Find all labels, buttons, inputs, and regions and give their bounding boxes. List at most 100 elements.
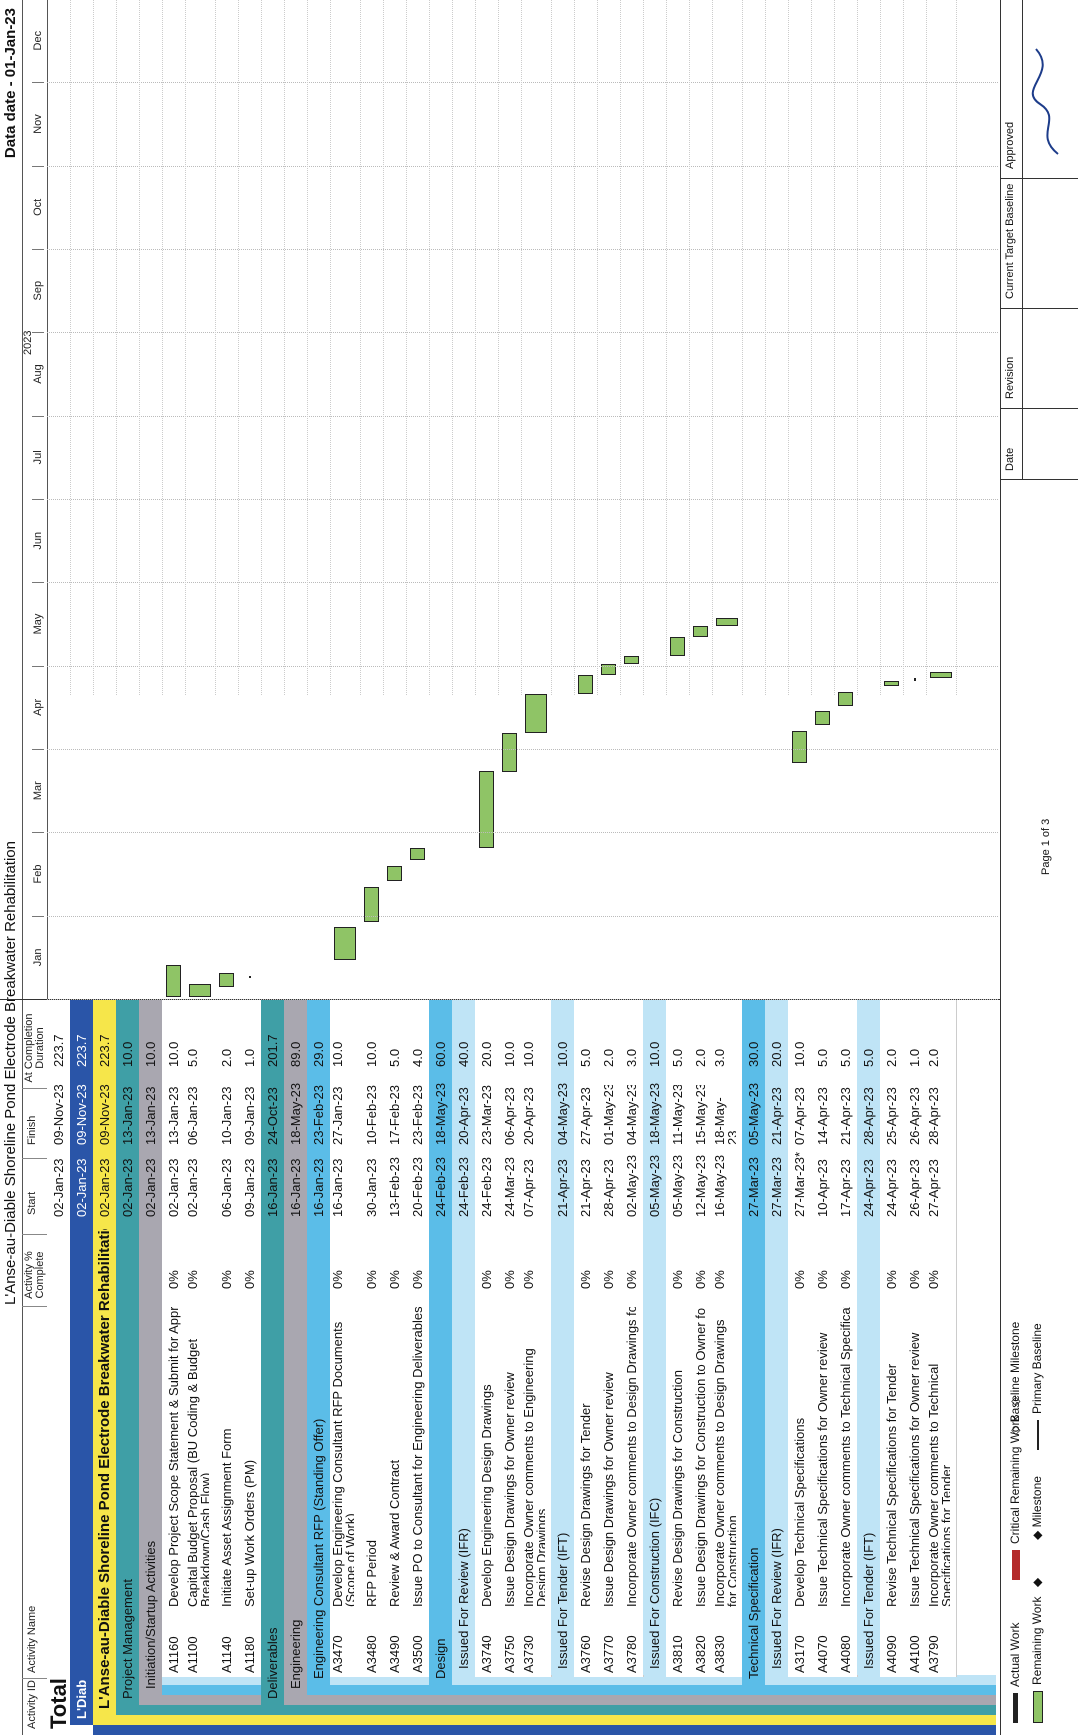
activity-start: 13-Feb-23 [387, 1157, 402, 1217]
gantt-bar[interactable] [670, 637, 685, 656]
group-finish: 18-May-23 [647, 1082, 662, 1145]
gantt-bar[interactable] [387, 866, 402, 881]
legend-milestone: ◆ Milestone [1030, 1476, 1044, 1540]
gantt-chart [47, 0, 997, 1000]
gantt-bar[interactable] [502, 733, 517, 772]
activity-finish: 10-Jan-23 [219, 1086, 234, 1145]
activity-duration: 10.0 [521, 1041, 536, 1067]
col-activity-id: Activity ID [26, 1680, 38, 1729]
month-label: Dec [32, 0, 44, 84]
gantt-bar[interactable] [624, 655, 639, 664]
activity-duration: 5.0 [578, 1048, 593, 1067]
row-gridline [834, 0, 835, 695]
activity-name: Incorporate Owner comments to Technical … [838, 1307, 853, 1607]
activity-id: A4080 [838, 1635, 853, 1673]
month-label: Jun [32, 499, 44, 584]
month-label: Feb [32, 832, 44, 917]
group-name: Issued For Tender (IFT) [861, 1532, 876, 1669]
activity-percent: 0% [242, 1270, 257, 1289]
activity-finish: 18-May-23 [712, 1097, 736, 1145]
row-gridline [406, 0, 407, 695]
gantt-bar[interactable] [930, 672, 952, 678]
activity-duration: 10.0 [792, 1041, 807, 1067]
month-label: May [32, 582, 44, 667]
revision-date-header: Date [1004, 447, 1016, 471]
month-label: Jul [32, 415, 44, 500]
row-gridline [788, 0, 789, 695]
activity-percent: 0% [502, 1270, 517, 1289]
activity-finish: 06-Jan-23 [185, 1086, 200, 1145]
gantt-bar[interactable] [479, 771, 494, 849]
activity-start: 30-Jan-23 [364, 1158, 379, 1217]
activity-id: A3740 [479, 1635, 494, 1673]
revision-header: Revision [1004, 356, 1016, 399]
group-name: Initiation/Startup Activities [143, 1540, 158, 1689]
gantt-bar[interactable] [219, 973, 234, 987]
activity-finish: 20-Apr-23 [521, 1087, 536, 1145]
activity-id: A1160 [166, 1636, 181, 1673]
gantt-bar[interactable] [838, 691, 853, 706]
activity-start: 27-Mar-23* [792, 1151, 807, 1217]
activity-start: 02-Jan-23 [185, 1158, 200, 1217]
gantt-bar[interactable] [815, 711, 830, 725]
activity-name: Initiate Asset Assignment Form [219, 1428, 234, 1607]
row-gridline [521, 0, 522, 695]
gantt-bar[interactable] [716, 618, 738, 627]
group-start: 02-Jan-23 [120, 1158, 135, 1217]
activity-name: Capital Budget Proposal (BU Coding & Bud… [185, 1338, 209, 1607]
group-name: Issued For Tender (IFT) [555, 1532, 570, 1669]
activity-finish: 23-Feb-23 [410, 1085, 425, 1145]
gantt-bar[interactable] [189, 983, 211, 998]
row-gridline [880, 0, 881, 695]
critical-work-swatch [1011, 1550, 1020, 1580]
activity-duration: 3.0 [712, 1048, 727, 1067]
group-start: 05-May-23 [647, 1154, 662, 1217]
group-start: 24-Feb-23 [433, 1157, 448, 1217]
activity-id: A3500 [410, 1635, 425, 1673]
group-name: Deliverables [265, 1627, 280, 1699]
group-duration: 201.7 [265, 1034, 280, 1067]
legend-baseline-milestone: ◇ Baseline Milestone [1008, 1321, 1022, 1435]
gantt-bar[interactable] [884, 680, 899, 687]
activity-percent: 0% [670, 1270, 685, 1289]
activity-duration: 10.0 [364, 1041, 379, 1067]
activity-id: A3780 [624, 1635, 639, 1673]
group-start: 24-Feb-23 [456, 1157, 471, 1217]
group-finish: 18-May-23 [288, 1082, 303, 1145]
data-date: Data date - 01-Jan-23 [2, 8, 19, 159]
gantt-bar[interactable] [578, 675, 593, 695]
gantt-bar[interactable] [410, 848, 425, 861]
gantt-bar[interactable] [693, 626, 708, 638]
gantt-bar[interactable] [248, 975, 251, 979]
group-start: 16-Jan-23 [265, 1158, 280, 1217]
col-duration: At Completion Duration [23, 1013, 46, 1083]
month-gridline [47, 332, 998, 334]
gantt-bar[interactable] [913, 677, 916, 681]
activity-name: Revise Technical Specifications for Tend… [884, 1363, 899, 1607]
activity-percent: 0% [926, 1270, 941, 1289]
group-name: Technical Specification [746, 1547, 761, 1679]
activity-start: 16-Jan-23 [330, 1158, 345, 1217]
activity-percent: 0% [693, 1270, 708, 1289]
activity-id: A4100 [907, 1635, 922, 1673]
activity-finish: 04-May-23 [624, 1085, 639, 1145]
activity-start: 17-Apr-23 [838, 1159, 853, 1217]
gantt-bar[interactable] [364, 887, 379, 923]
activity-table: Total 02-Jan-23 09-Nov-23 223.7 L'Diab 02-Jan… [47, 1000, 997, 1735]
month-gridline [47, 749, 998, 750]
group-duration: 223.7 [74, 1034, 89, 1067]
activity-id: A3730 [521, 1635, 536, 1673]
activity-name: Set-up Work Orders (PM) [242, 1459, 257, 1607]
group-duration: 223.7 [51, 1034, 66, 1067]
activity-finish: 13-Jan-23 [166, 1086, 181, 1145]
gantt-bar[interactable] [166, 964, 181, 998]
activity-start: 26-Apr-23 [907, 1159, 922, 1217]
activity-percent: 0% [578, 1270, 593, 1289]
row-gridline [742, 0, 743, 695]
actual-work-swatch [1013, 1693, 1019, 1723]
activity-name: Issue Design Drawings for Construction t… [693, 1307, 708, 1607]
gantt-bar[interactable] [792, 730, 807, 764]
group-finish: 13-Jan-23 [120, 1086, 135, 1145]
gantt-bar[interactable] [334, 927, 356, 960]
gantt-bar[interactable] [525, 694, 547, 734]
